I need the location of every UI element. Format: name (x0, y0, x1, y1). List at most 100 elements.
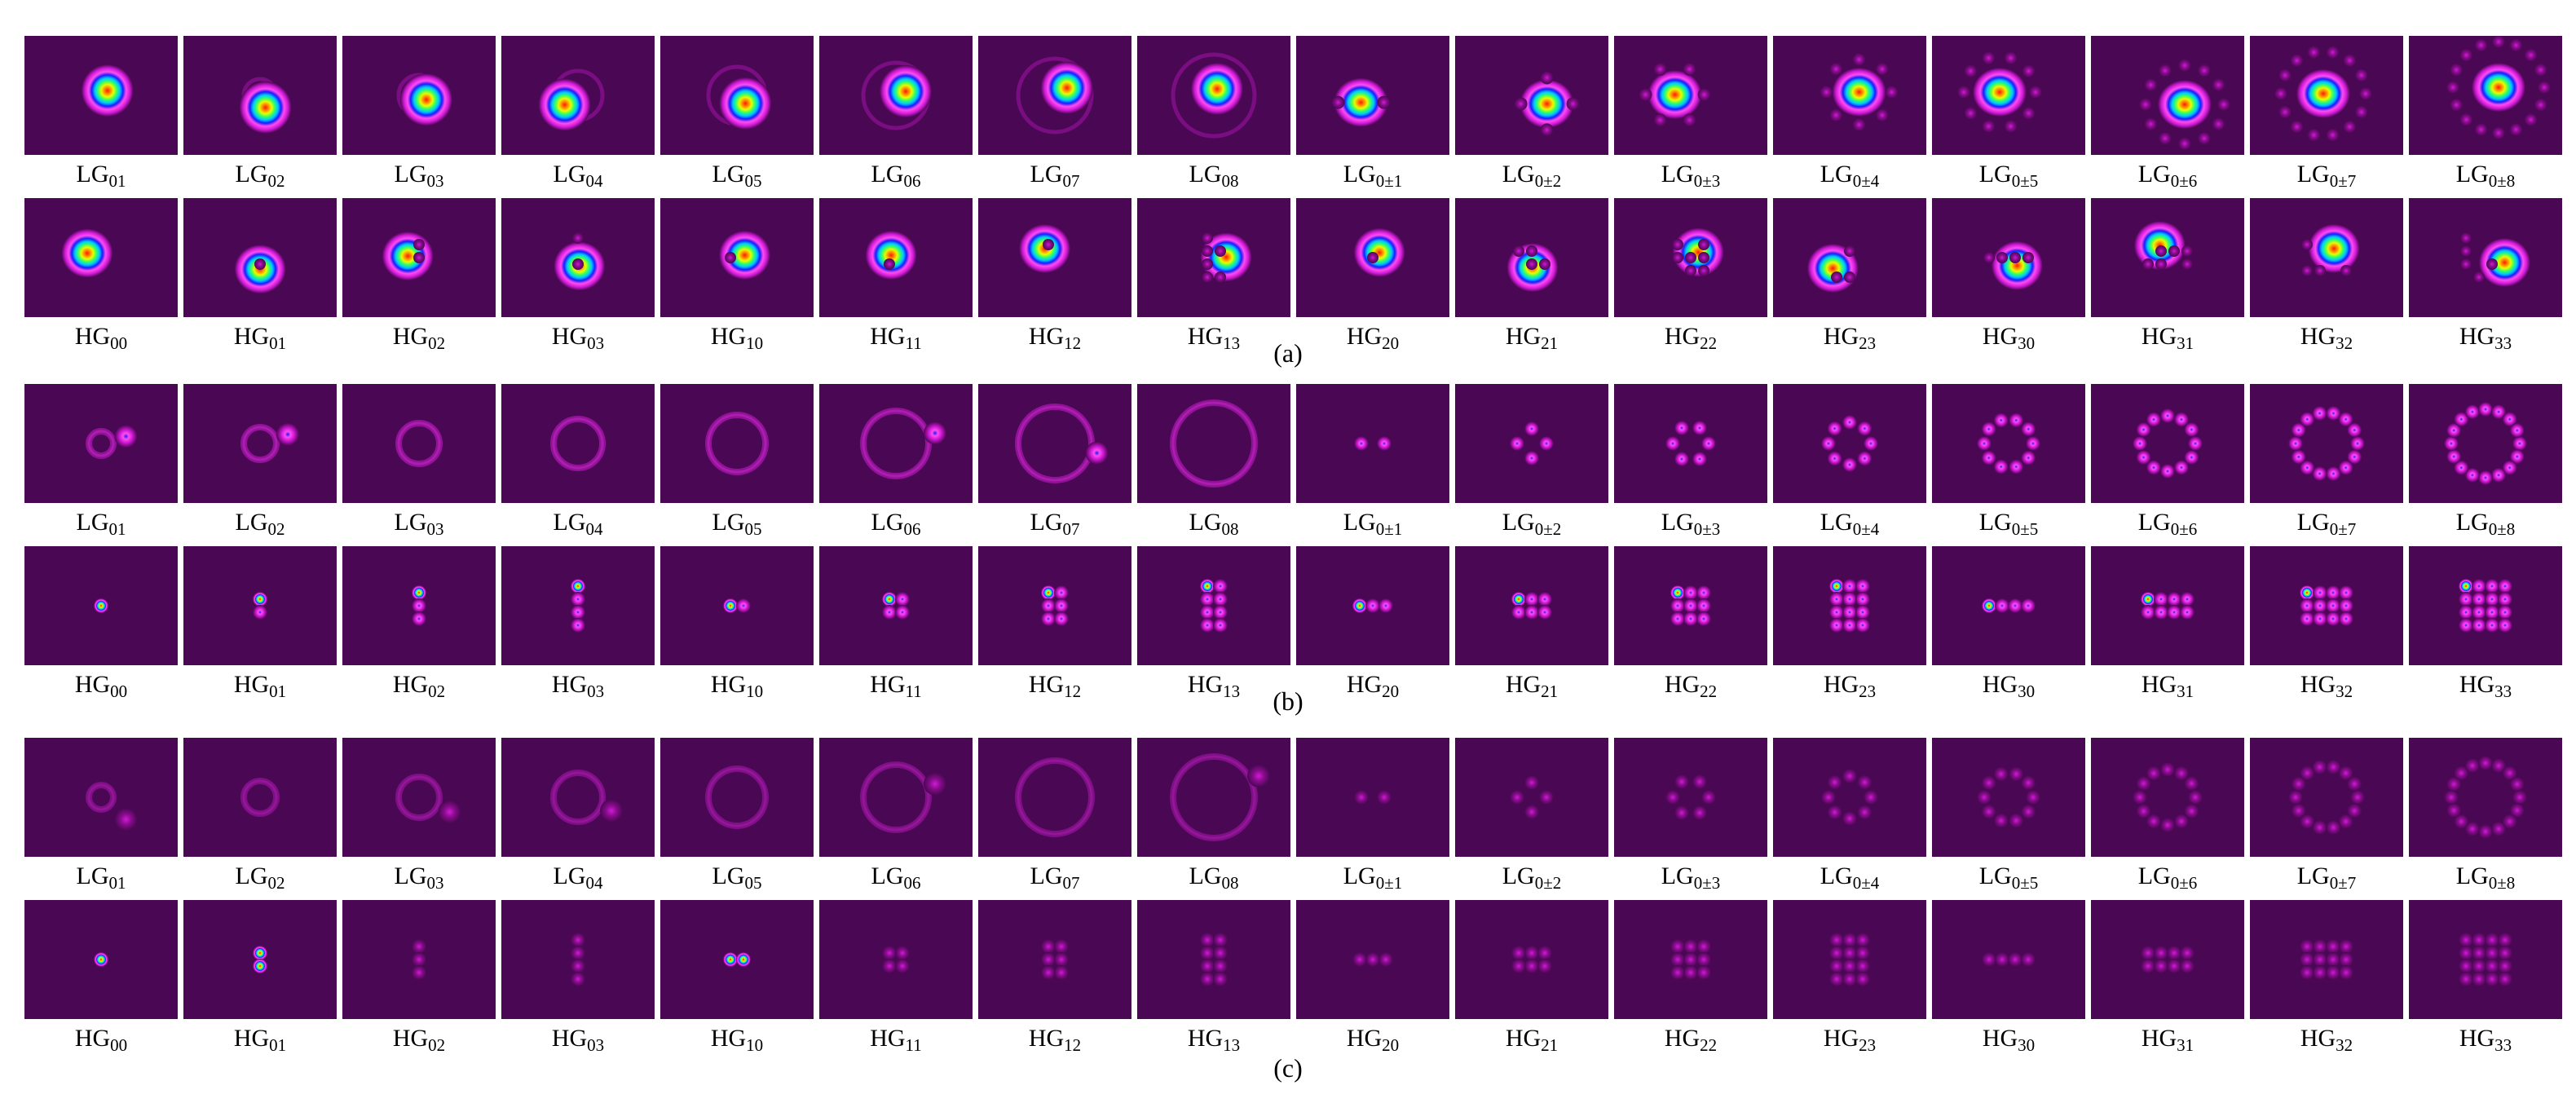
mode-family: HG (1505, 671, 1542, 698)
intensity-lobe (1875, 108, 1889, 122)
intensity-lobe (1685, 252, 1696, 263)
intensity-lobe (1683, 952, 1698, 967)
intensity-lobe (1827, 805, 1842, 820)
intensity-plot (342, 36, 496, 155)
intensity-ring (860, 761, 932, 833)
mode-label: LG0±2 (1455, 158, 1608, 191)
intensity-lobe (1991, 240, 2043, 290)
mode-cell: HG32 (2250, 198, 2403, 358)
intensity-lobe (2146, 460, 2161, 475)
intensity-lobe (2478, 402, 2493, 417)
mode-label: HG03 (501, 1022, 655, 1055)
intensity-lobe (1524, 805, 1539, 819)
intensity-lobe (1514, 97, 1528, 111)
intensity-lobe (1821, 436, 1836, 451)
mode-index: 04 (585, 171, 603, 191)
intensity-lobe (2022, 64, 2036, 78)
intensity-lobe (1842, 933, 1857, 947)
mode-label: HG01 (183, 668, 337, 701)
intensity-lobe (2300, 598, 2314, 613)
intensity-image (1296, 546, 1449, 665)
mode-cell: LG07 (978, 738, 1131, 898)
intensity-lobe (2537, 81, 2551, 95)
mode-index: 03 (426, 873, 444, 893)
mode-index: 21 (1541, 682, 1559, 701)
intensity-lobe (1365, 952, 1380, 967)
intensity-image (1455, 198, 1608, 317)
intensity-lobe (81, 64, 134, 117)
intensity-image (501, 738, 655, 857)
intensity-lobe (1054, 965, 1069, 980)
mode-family: LG (1030, 863, 1063, 889)
intensity-lobe (1354, 436, 1369, 451)
mode-index: 0±5 (2011, 873, 2039, 893)
intensity-lobe (2278, 105, 2292, 119)
mode-family: HG (2141, 323, 2177, 350)
intensity-lobe (1844, 271, 1855, 283)
intensity-lobe (1247, 764, 1270, 788)
mode-index: 05 (744, 171, 762, 191)
intensity-lobe (2009, 252, 2021, 263)
mode-family: LG (1189, 509, 1222, 536)
intensity-plot (24, 900, 178, 1019)
intensity-ring (397, 775, 441, 819)
intensity-lobe (1200, 605, 1215, 620)
plot-background (2409, 546, 2562, 665)
mode-cell: LG0±6 (2091, 384, 2244, 544)
intensity-plot (1773, 546, 1926, 665)
intensity-lobe (2446, 81, 2459, 95)
mode-family: HG (1187, 1025, 1224, 1052)
mode-index: 08 (1221, 171, 1239, 191)
mode-index: 0±3 (1693, 873, 1721, 893)
mode-label: HG20 (1296, 668, 1449, 701)
mode-index: 04 (585, 519, 603, 539)
intensity-plot (660, 198, 814, 317)
mode-cell: LG0±6 (2091, 738, 2244, 898)
intensity-image (819, 36, 973, 155)
intensity-lobe (2180, 959, 2194, 973)
mode-cell: LG08 (1137, 738, 1290, 898)
mode-family: LG (235, 509, 268, 536)
intensity-lobe (2472, 959, 2486, 973)
intensity-lobe (884, 258, 895, 270)
intensity-lobe (2136, 804, 2151, 818)
intensity-lobe (2326, 46, 2340, 60)
mode-index: 22 (1700, 1035, 1718, 1055)
mode-label: HG33 (2409, 668, 2562, 701)
intensity-lobe (2160, 464, 2175, 479)
intensity-image (501, 384, 655, 503)
intensity-ring (86, 428, 117, 459)
intensity-lobe (1844, 245, 1855, 257)
mode-label: HG20 (1296, 320, 1449, 353)
intensity-plot (183, 546, 337, 665)
mode-family: LG (76, 863, 109, 889)
intensity-lobe (1639, 88, 1652, 102)
intensity-lobe (2472, 579, 2486, 593)
intensity-image (819, 738, 973, 857)
intensity-image (1137, 384, 1290, 503)
mode-family: HG (1982, 1025, 2018, 1052)
mode-family: HG (1028, 1025, 1065, 1052)
intensity-lobe (1842, 618, 1857, 633)
intensity-lobe (571, 946, 585, 960)
mode-cell: HG23 (1773, 198, 1926, 358)
intensity-lobe (2491, 758, 2507, 774)
mode-label: HG12 (978, 668, 1131, 701)
intensity-lobe (2307, 128, 2321, 142)
mode-cell: HG12 (978, 900, 1131, 1060)
intensity-image (1932, 198, 2085, 317)
intensity-lobe (1200, 972, 1215, 986)
mode-family: HG (2300, 323, 2336, 350)
intensity-lobe (2177, 137, 2191, 151)
mode-index: 22 (1700, 333, 1718, 353)
mode-cell: HG33 (2409, 546, 2562, 706)
mode-label: HG10 (660, 320, 814, 353)
intensity-lobe (1524, 592, 1539, 607)
intensity-lobe (1665, 436, 1680, 451)
intensity-lobe (1692, 452, 1707, 467)
mode-label: HG02 (342, 320, 496, 353)
intensity-lobe (1202, 258, 1213, 270)
intensity-lobe (1855, 618, 1870, 633)
intensity-lobe (2471, 63, 2525, 113)
mode-label: LG03 (342, 860, 496, 893)
